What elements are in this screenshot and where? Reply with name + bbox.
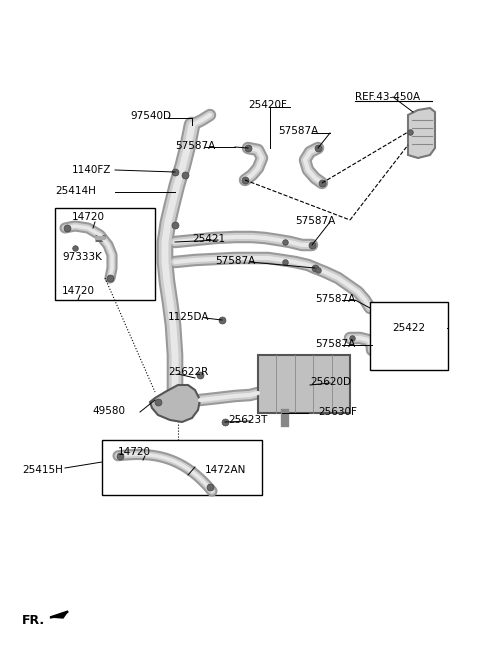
Bar	[258, 355, 350, 413]
Text: 25630F: 25630F	[318, 407, 357, 417]
Text: 57587A: 57587A	[215, 256, 255, 266]
Text: 57587A: 57587A	[315, 294, 355, 304]
Polygon shape	[50, 611, 68, 618]
Text: 25420F: 25420F	[248, 100, 287, 110]
Text: 97333K: 97333K	[62, 252, 102, 262]
Text: 14720: 14720	[72, 212, 105, 222]
Polygon shape	[50, 612, 68, 618]
Text: REF.43-450A: REF.43-450A	[355, 92, 420, 102]
Polygon shape	[150, 385, 200, 422]
Text: 25620D: 25620D	[310, 377, 351, 387]
Bar	[370, 302, 448, 370]
Text: 57587A: 57587A	[315, 339, 355, 349]
Text: 25415H: 25415H	[22, 465, 63, 475]
Text: 57587A: 57587A	[175, 141, 215, 151]
Text: 57587A: 57587A	[295, 216, 335, 226]
Text: 14720: 14720	[118, 447, 151, 457]
Text: FR.: FR.	[22, 613, 45, 626]
Text: 1125DA: 1125DA	[168, 312, 209, 322]
Text: 1472AN: 1472AN	[205, 465, 246, 475]
Text: 25623T: 25623T	[228, 415, 267, 425]
Text: 49580: 49580	[92, 406, 125, 416]
Text: 25414H: 25414H	[55, 186, 96, 196]
Text: 25421: 25421	[192, 234, 225, 244]
Text: 25622R: 25622R	[168, 367, 208, 377]
Text: 14720: 14720	[62, 286, 95, 296]
Bar	[55, 208, 155, 300]
Text: 25422: 25422	[392, 323, 425, 333]
Bar	[102, 440, 262, 495]
Text: 97540D: 97540D	[130, 111, 171, 121]
Polygon shape	[408, 108, 435, 158]
Text: 1140FZ: 1140FZ	[72, 165, 111, 175]
Text: 57587A: 57587A	[278, 126, 318, 136]
